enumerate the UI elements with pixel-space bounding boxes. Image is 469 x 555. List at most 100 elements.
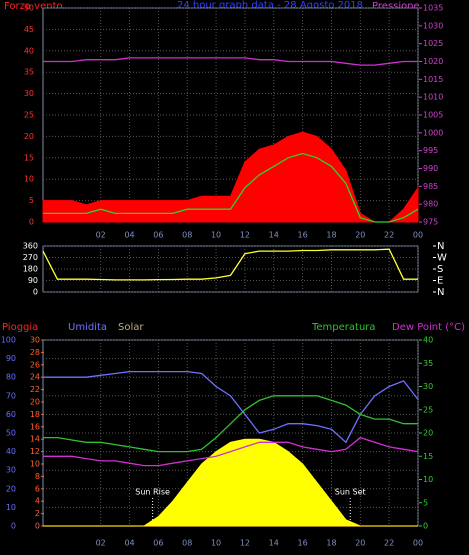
y2-tick-label: 1000 — [423, 128, 443, 137]
y2-tick-label: 0 — [423, 522, 428, 531]
y-label: Forza vento — [4, 1, 63, 12]
y-tick-label: 270 — [23, 253, 38, 262]
x-tick-label: 04 — [124, 231, 134, 240]
y3-tick-label: 22 — [30, 385, 40, 394]
y2-tick-label: N — [437, 241, 444, 252]
y-tick-label: 15 — [24, 153, 34, 162]
y3-tick-label: 30 — [30, 336, 40, 345]
series-area — [43, 438, 418, 527]
y2-tick-label: 985 — [423, 182, 438, 191]
y2-tick-label: 1035 — [423, 4, 443, 13]
y-tick-label: 10 — [24, 175, 34, 184]
y2-tick-label: 20 — [423, 429, 433, 438]
y3-tick-label: 24 — [30, 373, 40, 382]
x-tick-label: 18 — [326, 231, 336, 240]
y2-tick-label: 10 — [423, 475, 433, 484]
y3-tick-label: 28 — [30, 348, 40, 357]
y-tick-label: 40 — [24, 46, 34, 55]
y2-tick-label: 1020 — [423, 57, 443, 66]
y3-tick-label: 0 — [35, 522, 40, 531]
x-tick-label: 02 — [96, 539, 106, 548]
y2-tick-label: 1005 — [423, 111, 443, 120]
y3-tick-label: 20 — [30, 398, 40, 407]
y3-tick-label: 6 — [35, 484, 40, 493]
y-tick-label: 80 — [6, 373, 16, 382]
y-tick-label: 20 — [24, 132, 34, 141]
x-tick-label: 08 — [182, 539, 192, 548]
legend-label: Dew Point (°C) — [392, 322, 465, 333]
y-tick-label: 60 — [6, 410, 16, 419]
y2-tick-label: 30 — [423, 382, 433, 391]
x-tick-label: 16 — [298, 539, 308, 548]
y-tick-label: 40 — [6, 447, 16, 456]
x-tick-label: 12 — [240, 231, 250, 240]
series-line — [43, 436, 419, 467]
y2-tick-label: 1025 — [423, 39, 443, 48]
y3-tick-label: 16 — [30, 422, 40, 431]
y2-tick-label: 990 — [423, 164, 438, 173]
y-tick-label: 10 — [6, 503, 16, 512]
y2-tick-label: 1010 — [423, 93, 443, 102]
y2-tick-label: N — [437, 287, 444, 298]
y2-tick-label: 980 — [423, 200, 438, 209]
y-tick-label: 30 — [24, 89, 34, 98]
y3-tick-label: 2 — [35, 509, 40, 518]
y3-tick-label: 4 — [35, 497, 40, 506]
x-tick-label: 22 — [384, 231, 394, 240]
y-tick-label: 45 — [24, 25, 34, 34]
y2-tick-label: 995 — [423, 146, 438, 155]
y-tick-label: 0 — [29, 218, 34, 227]
x-tick-label: 20 — [355, 539, 365, 548]
y-tick-label: 50 — [24, 4, 34, 13]
y2-tick-label: 40 — [423, 336, 433, 345]
x-tick-label: 06 — [153, 231, 163, 240]
series-line — [43, 57, 418, 66]
y-tick-label: 35 — [24, 68, 34, 77]
annotation-label: Sun Rise — [135, 488, 170, 497]
y2-tick-label: 15 — [423, 452, 433, 461]
series-line — [42, 248, 418, 281]
y-tick-label: 30 — [6, 466, 16, 475]
x-tick-label: 14 — [269, 539, 279, 548]
y2-tick-label: 1030 — [423, 21, 443, 30]
y-tick-label: 25 — [24, 111, 34, 120]
title: 24 hour graph data - 28 Agosto 2018 — [177, 0, 363, 11]
y-tick-label: 70 — [6, 391, 16, 400]
x-tick-label: 22 — [384, 539, 394, 548]
y2-tick-label: S — [437, 264, 443, 275]
y2-label: Pressione — [372, 1, 420, 12]
y-tick-label: 0 — [11, 522, 16, 531]
y-tick-label: 20 — [6, 484, 16, 493]
y-tick-label: 90 — [28, 276, 38, 285]
y-tick-label: 100 — [1, 336, 16, 345]
x-tick-label: 14 — [269, 231, 279, 240]
y2-tick-label: 25 — [423, 405, 433, 414]
x-tick-label: 16 — [298, 231, 308, 240]
y-tick-label: 180 — [23, 265, 38, 274]
y-tick-label: 50 — [6, 429, 16, 438]
y2-tick-label: 1015 — [423, 75, 443, 84]
annotation-label: Sun Set — [335, 488, 366, 497]
x-tick-label: 10 — [211, 539, 221, 548]
x-tick-label: 08 — [182, 231, 192, 240]
x-tick-label: 02 — [96, 231, 106, 240]
x-tick-label: 00 — [413, 539, 423, 548]
y3-tick-label: 10 — [30, 460, 40, 469]
y-tick-label: 360 — [23, 242, 38, 251]
y3-tick-label: 26 — [30, 360, 40, 369]
y-tick-label: 5 — [29, 196, 34, 205]
y-tick-label: 90 — [6, 354, 16, 363]
x-tick-label: 20 — [355, 231, 365, 240]
series-area — [42, 131, 419, 223]
y-tick-label: 0 — [33, 288, 38, 297]
x-tick-label: 06 — [153, 539, 163, 548]
y2-tick-label: 975 — [423, 218, 438, 227]
legend-label: Umidita — [68, 322, 107, 333]
y3-tick-label: 8 — [35, 472, 40, 481]
legend-label: Temperatura — [311, 322, 376, 333]
x-tick-label: 00 — [413, 231, 423, 240]
y2-tick-label: 35 — [423, 359, 433, 368]
y3-tick-label: 18 — [30, 410, 40, 419]
y3-tick-label: 14 — [30, 435, 40, 444]
